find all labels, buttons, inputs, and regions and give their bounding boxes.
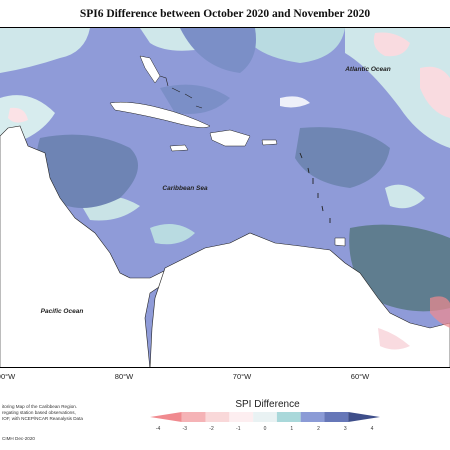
longitude-tick: 80°W <box>114 372 134 381</box>
legend-tick-label: -2 <box>209 426 214 432</box>
land-cuba <box>109 101 211 128</box>
legend-colorbar <box>150 412 380 422</box>
longitude-tick: 60°W <box>350 372 370 381</box>
legend-tick-label: 3 <box>343 426 347 432</box>
legend-swatch <box>348 412 380 422</box>
legend-swatch <box>276 412 301 422</box>
neutral-zone <box>280 96 310 108</box>
map-title: SPI6 Difference between October 2020 and… <box>79 8 371 20</box>
neutral-zone <box>345 28 450 148</box>
legend-swatch <box>150 412 182 422</box>
legend-swatch <box>300 412 325 422</box>
legend-swatch <box>229 412 254 422</box>
land-trinidad <box>334 237 346 247</box>
legend-tick-label: 4 <box>370 426 374 432</box>
footnote-line: IOF, with NCEP/NCAR Reanalysis Data <box>2 416 83 421</box>
land-jamaica <box>169 144 189 152</box>
legend-swatch <box>324 412 349 422</box>
legend-tick-label: 1 <box>290 426 294 432</box>
dry-zone <box>378 328 410 350</box>
credit: CIMH Dec-2020 <box>2 436 35 441</box>
wet-zone <box>180 28 256 73</box>
footnote-line: itoring Map of the Caribbean Region. <box>2 404 78 409</box>
neutral-zone <box>150 224 195 245</box>
spi-map: Atlantic Ocean Caribbean Sea Pacific Oce… <box>0 27 450 368</box>
land-florida <box>139 55 161 84</box>
caribbean-label: Caribbean Sea <box>162 185 208 192</box>
wet-zone <box>36 134 138 208</box>
longitude-tick: 90°W <box>0 372 16 381</box>
footnote-line: regating station based observations, <box>2 410 76 415</box>
legend-swatch <box>253 412 277 422</box>
land-lesser-antilles <box>299 152 331 223</box>
land-south-america <box>149 232 450 367</box>
wet-zone <box>160 84 230 114</box>
legend-tick-label: -3 <box>182 426 187 432</box>
neutral-zone <box>385 184 425 209</box>
pacific-label: Pacific Ocean <box>41 308 84 315</box>
legend-tick-label: -4 <box>155 426 161 432</box>
footnote: itoring Map of the Caribbean Region. reg… <box>2 404 122 422</box>
legend-tick-label: -1 <box>236 426 241 432</box>
land-puerto-rico <box>261 139 278 146</box>
neutral-zone <box>250 28 345 63</box>
legend-tick-label: 2 <box>317 426 320 432</box>
dry-zone <box>373 32 410 57</box>
land-bahamas <box>159 75 203 109</box>
dry-zone <box>420 66 450 118</box>
atlantic-label: Atlantic Ocean <box>344 66 391 73</box>
legend-tick-label: 0 <box>263 426 267 432</box>
dry-zone <box>8 107 28 123</box>
land-hispaniola <box>209 129 251 147</box>
dry-zone <box>430 296 450 328</box>
legend-title: SPI Difference <box>235 399 300 410</box>
neutral-zone <box>0 28 90 73</box>
legend-swatch <box>205 412 230 422</box>
legend-swatch <box>181 412 206 422</box>
longitude-tick: 70°W <box>232 372 252 381</box>
land-central-america <box>0 125 171 367</box>
wet-zone <box>349 224 450 312</box>
wet-zone <box>295 127 390 188</box>
map-canvas: Atlantic Ocean Caribbean Sea Pacific Oce… <box>0 28 450 367</box>
